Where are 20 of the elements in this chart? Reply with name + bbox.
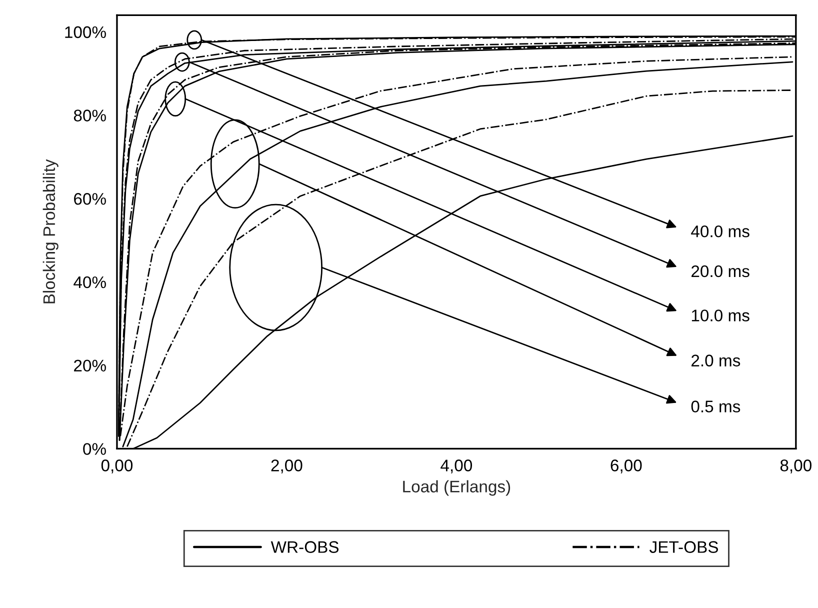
legend-label: WR-OBS [270,541,339,553]
annotation: 20.0 ms [692,265,750,278]
annotation: 40.0 ms [691,225,750,238]
annotation: 10.0 ms [692,310,750,322]
y-tick-label: 100% [65,26,106,38]
x-tick-label: 4,00 [440,460,472,474]
legend-label: JET-OBS [650,541,718,553]
y-tick-label: 40% [74,276,106,288]
x-tick-label: 2,00 [271,460,302,474]
y-tick-label: 0% [83,443,106,455]
x-axis-title: Load (Erlangs) [403,480,510,496]
y-tick-label: 20% [74,360,106,372]
x-tick-label: 8,00 [780,460,812,474]
x-tick-label: 0,00 [101,460,133,474]
y-tick-label: 60% [74,193,106,205]
y-axis-title: Blocking Probability [42,159,58,304]
y-tick-label: 80% [74,110,106,122]
annotation: 0.5 ms [691,400,740,412]
x-tick-label: 6,00 [610,460,642,474]
annotation: 2.0 ms [692,354,740,366]
